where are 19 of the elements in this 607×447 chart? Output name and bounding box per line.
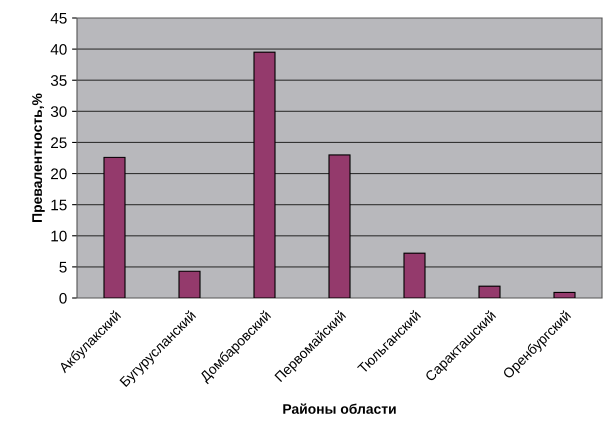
y-tick-label: 35 <box>50 75 67 86</box>
y-tick-label: 40 <box>50 44 67 55</box>
y-tick-label: 15 <box>51 200 67 210</box>
y-tick-label: 10 <box>51 230 67 242</box>
y-tick-label: 5 <box>59 262 67 273</box>
bar <box>253 52 276 298</box>
y-tick-label: 0 <box>59 292 67 304</box>
y-axis-title: Превалентность,% <box>32 93 45 222</box>
y-tick-label: 45 <box>50 13 67 24</box>
x-axis-title: Районы области <box>283 403 396 414</box>
bar <box>478 286 501 298</box>
bar <box>103 156 126 298</box>
bar <box>403 252 426 298</box>
bar <box>328 154 351 298</box>
bar <box>553 292 576 298</box>
y-tick-label: 25 <box>51 137 67 148</box>
y-tick-label: 20 <box>51 168 67 180</box>
bar <box>178 270 201 298</box>
y-tick-label: 30 <box>50 106 67 118</box>
